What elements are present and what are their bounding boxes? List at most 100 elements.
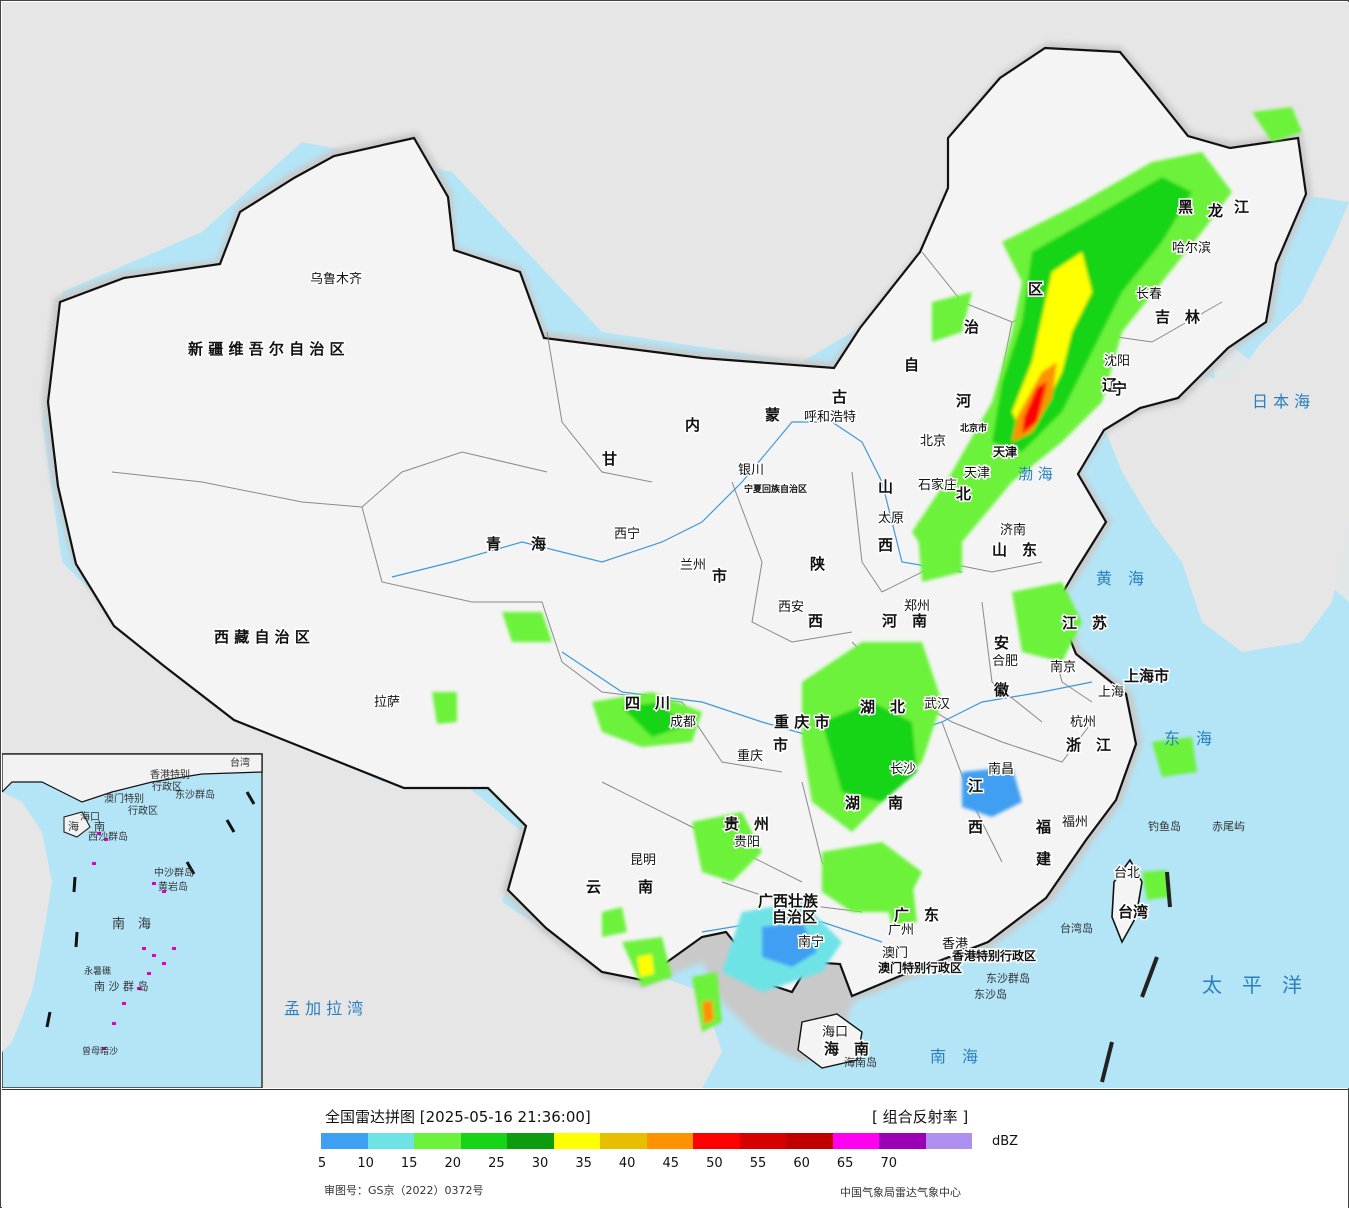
city-label: 武汉 bbox=[924, 697, 950, 712]
sea-label: 太 平 洋 bbox=[1202, 973, 1302, 997]
color-swatch bbox=[321, 1133, 368, 1149]
region-label: 浙 江 bbox=[1066, 736, 1111, 754]
city-label: 台北 bbox=[1114, 866, 1140, 881]
inset-label: 台湾 bbox=[230, 756, 250, 769]
boundary-dashes bbox=[1100, 871, 1172, 1083]
color-swatch bbox=[507, 1133, 554, 1149]
island-label: 钓鱼岛 bbox=[1148, 819, 1181, 833]
inset-label: 永暑礁 bbox=[84, 965, 111, 977]
region-label: 湖 北 bbox=[860, 698, 905, 716]
region-label: 西 bbox=[968, 818, 983, 836]
city-label: 呼和浩特 bbox=[804, 410, 856, 425]
region-label: 区 bbox=[1028, 280, 1043, 298]
tick-label: 15 bbox=[400, 1156, 418, 1171]
region-label: 山 bbox=[878, 478, 893, 496]
city-label: 长沙 bbox=[890, 762, 916, 777]
hainan-land bbox=[797, 1013, 863, 1069]
city-label: 南京 bbox=[1050, 659, 1076, 675]
inset-label: 海口 bbox=[80, 810, 100, 823]
tick-label: 10 bbox=[357, 1156, 374, 1171]
region-label: 海 南 bbox=[824, 1040, 869, 1058]
region-label: 市 bbox=[773, 736, 788, 754]
region-label: 龙 bbox=[1207, 202, 1223, 220]
legend-panel: 全国雷达拼图 [2025-05-16 21:36:00] [ 组合反射率 ] d… bbox=[2, 1089, 1348, 1208]
region-label: 澳门特别行政区 bbox=[878, 960, 962, 975]
radar-map: 乌鲁木齐 拉萨 西宁 兰州 银川 呼和浩特 北京 天津 石家庄 太原 济南 郑州 西安 成都 重庆 武汉 合肥南… bbox=[2, 2, 1349, 1088]
island-label: 赤尾屿 bbox=[1212, 820, 1245, 833]
color-swatch bbox=[600, 1133, 647, 1149]
region-label: 南 bbox=[638, 878, 653, 896]
approval-number: 审图号：GS京（2022）0372号 bbox=[324, 1184, 484, 1197]
sea-label: 东 海 bbox=[1164, 729, 1212, 748]
sea-label: 孟 加 拉 湾 bbox=[284, 999, 363, 1018]
inset-label: 中沙群岛 bbox=[154, 866, 194, 879]
region-label: 贵 州 bbox=[724, 815, 769, 833]
city-label: 乌鲁木齐 bbox=[310, 271, 362, 287]
sea-label: 渤 海 bbox=[1018, 465, 1053, 483]
region-label: 西 藏 自 治 区 bbox=[214, 628, 310, 646]
region-label: 南 bbox=[888, 794, 903, 812]
city-label: 太原 bbox=[878, 511, 904, 526]
region-label: 天津 bbox=[993, 444, 1017, 459]
region-label: 甘 bbox=[602, 450, 617, 468]
city-label: 重庆 bbox=[737, 748, 763, 764]
map-title: 全国雷达拼图 [2025-05-16 21:36:00] bbox=[325, 1108, 591, 1126]
region-label: 广西壮族 bbox=[758, 892, 819, 910]
radar-echoes bbox=[432, 107, 1302, 1032]
color-swatch bbox=[367, 1133, 414, 1149]
region-label: 自 bbox=[904, 356, 919, 374]
color-swatch bbox=[832, 1133, 879, 1149]
tick-label: 20 bbox=[444, 1156, 462, 1171]
color-swatch bbox=[739, 1133, 786, 1149]
region-label: 江 苏 bbox=[1062, 614, 1107, 632]
inset-label: 西沙群岛 bbox=[88, 830, 128, 843]
region-label: 新 疆 维 吾 尔 自 治 区 bbox=[188, 340, 345, 358]
region-label: 台湾 bbox=[1118, 903, 1148, 921]
city-label: 上海 bbox=[1098, 685, 1124, 700]
color-swatch bbox=[460, 1133, 507, 1149]
region-label: 香港特别行政区 bbox=[951, 948, 1036, 963]
inset-label: 香港特别 bbox=[150, 769, 190, 781]
inset-label: 行政区 bbox=[128, 804, 158, 817]
city-label: 西宁 bbox=[614, 526, 640, 542]
region-label: 黑 bbox=[1178, 198, 1193, 216]
city-label: 昆明 bbox=[630, 853, 656, 868]
city-label: 沈阳 bbox=[1104, 354, 1130, 369]
city-label: 杭州 bbox=[1070, 715, 1096, 730]
city-label: 长春 bbox=[1136, 287, 1162, 302]
tick-label: 55 bbox=[749, 1156, 767, 1171]
region-label: 江 bbox=[1234, 198, 1249, 216]
region-label: 重 庆 市 bbox=[774, 713, 829, 731]
inset-label: 曾母暗沙 bbox=[82, 1045, 118, 1057]
city-label: 海口 bbox=[822, 1025, 848, 1040]
region-label: 宁夏回族自治区 bbox=[744, 483, 807, 495]
sea-label: 南 海 bbox=[930, 1047, 978, 1066]
inset-label: 东沙群岛 bbox=[175, 788, 215, 801]
tick-label: 5 bbox=[317, 1156, 327, 1171]
city-label: 南昌 bbox=[988, 761, 1014, 777]
inset-label: 澳门特别 bbox=[104, 792, 144, 805]
region-label: 安 bbox=[994, 634, 1009, 652]
unit-label: dBZ bbox=[992, 1134, 1019, 1149]
island-label: 东沙群岛 bbox=[986, 971, 1030, 985]
color-scale-bar bbox=[321, 1133, 972, 1149]
city-label: 天津 bbox=[964, 466, 990, 481]
city-label: 兰州 bbox=[680, 558, 706, 573]
region-labels: 新 疆 维 吾 尔 自 治 区西 藏 自 治 区青 海甘内蒙古自治区黑龙江吉 林… bbox=[187, 197, 1251, 1060]
region-label: 广 东 bbox=[894, 906, 939, 924]
sea-labels: 日 本 海渤 海黄 海东 海南 海 太 平 洋孟 加 拉 湾 bbox=[284, 392, 1310, 1066]
sea-label: 日 本 海 bbox=[1252, 392, 1310, 411]
region-label: 古 bbox=[832, 388, 847, 406]
color-swatch bbox=[553, 1133, 600, 1149]
color-swatch bbox=[646, 1133, 693, 1149]
region-label: 自治区 bbox=[772, 908, 817, 926]
color-swatch bbox=[925, 1133, 972, 1149]
city-label: 西安 bbox=[778, 600, 804, 615]
region-label: 蒙 bbox=[765, 406, 780, 424]
region-label: 宁 bbox=[1112, 380, 1127, 398]
region-label: 湖 bbox=[845, 794, 860, 812]
city-label: 银川 bbox=[738, 463, 764, 478]
city-label: 贵阳 bbox=[734, 835, 760, 850]
foreign-land bbox=[2, 2, 1349, 652]
color-swatch bbox=[693, 1133, 740, 1149]
